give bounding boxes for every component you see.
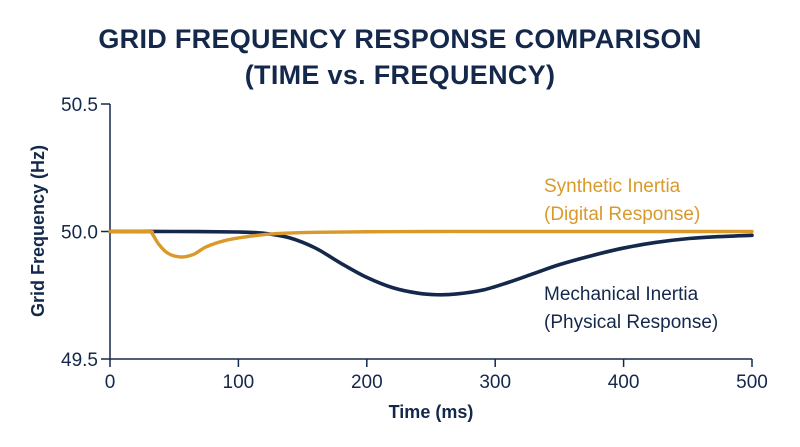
x-tick-label: 200 xyxy=(351,372,383,393)
mechanical-inertia-label-line: Mechanical Inertia xyxy=(544,284,699,305)
x-axis-label: Time (ms) xyxy=(389,402,474,422)
y-tick-label: 50.5 xyxy=(61,95,98,116)
synthetic-inertia-label-line: (Digital Response) xyxy=(544,204,700,225)
x-tick-label: 500 xyxy=(736,372,768,393)
x-tick-label: 100 xyxy=(223,372,255,393)
y-axis-label: Grid Frequency (Hz) xyxy=(28,145,48,317)
mechanical-inertia-label: Mechanical Inertia (Physical Response) xyxy=(544,284,718,333)
synthetic-inertia-line xyxy=(108,229,754,259)
synthetic-inertia-label-line: Synthetic Inertia xyxy=(544,176,681,197)
mechanical-inertia-label-line: (Physical Response) xyxy=(544,312,718,333)
chart-subtitle: (TIME vs. FREQUENCY) xyxy=(244,60,556,90)
x-tick-label: 0 xyxy=(105,372,116,393)
y-tick-label: 49.5 xyxy=(61,350,98,371)
chart-title: GRID FREQUENCY RESPONSE COMPARISON xyxy=(98,24,702,54)
synthetic-inertia-label: Synthetic Inertia (Digital Response) xyxy=(544,176,700,225)
x-tick-label: 400 xyxy=(608,372,640,393)
y-tick-label: 50.0 xyxy=(61,223,98,244)
x-tick-label: 300 xyxy=(479,372,511,393)
